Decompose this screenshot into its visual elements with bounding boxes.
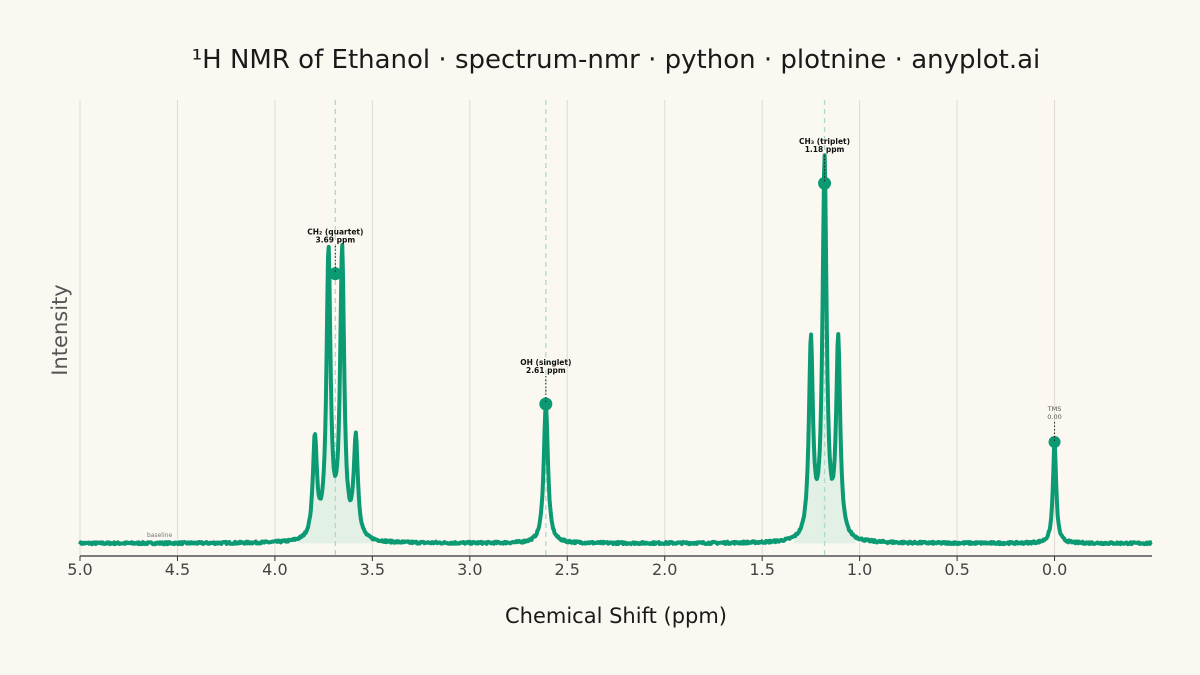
x-tick-label: 1.5 bbox=[749, 560, 774, 579]
peak-label-shift: 1.18 ppm bbox=[805, 145, 845, 154]
x-tick-label: 2.0 bbox=[652, 560, 677, 579]
peak-label-shift: 3.69 ppm bbox=[315, 236, 355, 245]
peak-label-shift: 0.00 bbox=[1047, 413, 1061, 421]
peak-annotations: CH₂ (quartet)3.69 ppm OH (singlet)2.61 pp… bbox=[307, 137, 1062, 442]
peak-label-name: OH (singlet) bbox=[520, 358, 571, 367]
x-tick-label: 1.0 bbox=[847, 560, 872, 579]
baseline-label: baseline bbox=[147, 532, 172, 539]
x-tick-label: 0.0 bbox=[1042, 560, 1067, 579]
peak-markers bbox=[328, 176, 1061, 448]
x-tick-label: 4.0 bbox=[262, 560, 287, 579]
peak-label-name: CH₃ (triplet) bbox=[799, 137, 850, 146]
x-tick-label: 4.5 bbox=[165, 560, 190, 579]
peak-label-name: CH₂ (quartet) bbox=[307, 228, 363, 237]
y-axis-label: Intensity bbox=[48, 284, 72, 375]
peak-marker bbox=[539, 397, 553, 411]
peak-marker bbox=[1048, 436, 1061, 448]
peak-label-name: TMS bbox=[1047, 405, 1062, 413]
peak-marker bbox=[818, 176, 832, 190]
spectrum-line bbox=[78, 153, 1154, 547]
x-tick-label: 3.0 bbox=[457, 560, 482, 579]
x-tick-label: 2.5 bbox=[555, 560, 580, 579]
chart-title: ¹H NMR of Ethanol · spectrum-nmr · pytho… bbox=[192, 45, 1041, 75]
x-tick-label: 3.5 bbox=[360, 560, 385, 579]
x-axis-label: Chemical Shift (ppm) bbox=[505, 604, 727, 628]
x-tick-label: 5.0 bbox=[67, 560, 92, 579]
x-axis-ticks: 5.0 4.5 4.0 3.5 3.0 2.5 2.0 1.5 1.0 0.5 0.0 bbox=[67, 556, 1067, 579]
peak-label-shift: 2.61 ppm bbox=[526, 366, 566, 375]
x-tick-label: 0.5 bbox=[944, 560, 969, 579]
